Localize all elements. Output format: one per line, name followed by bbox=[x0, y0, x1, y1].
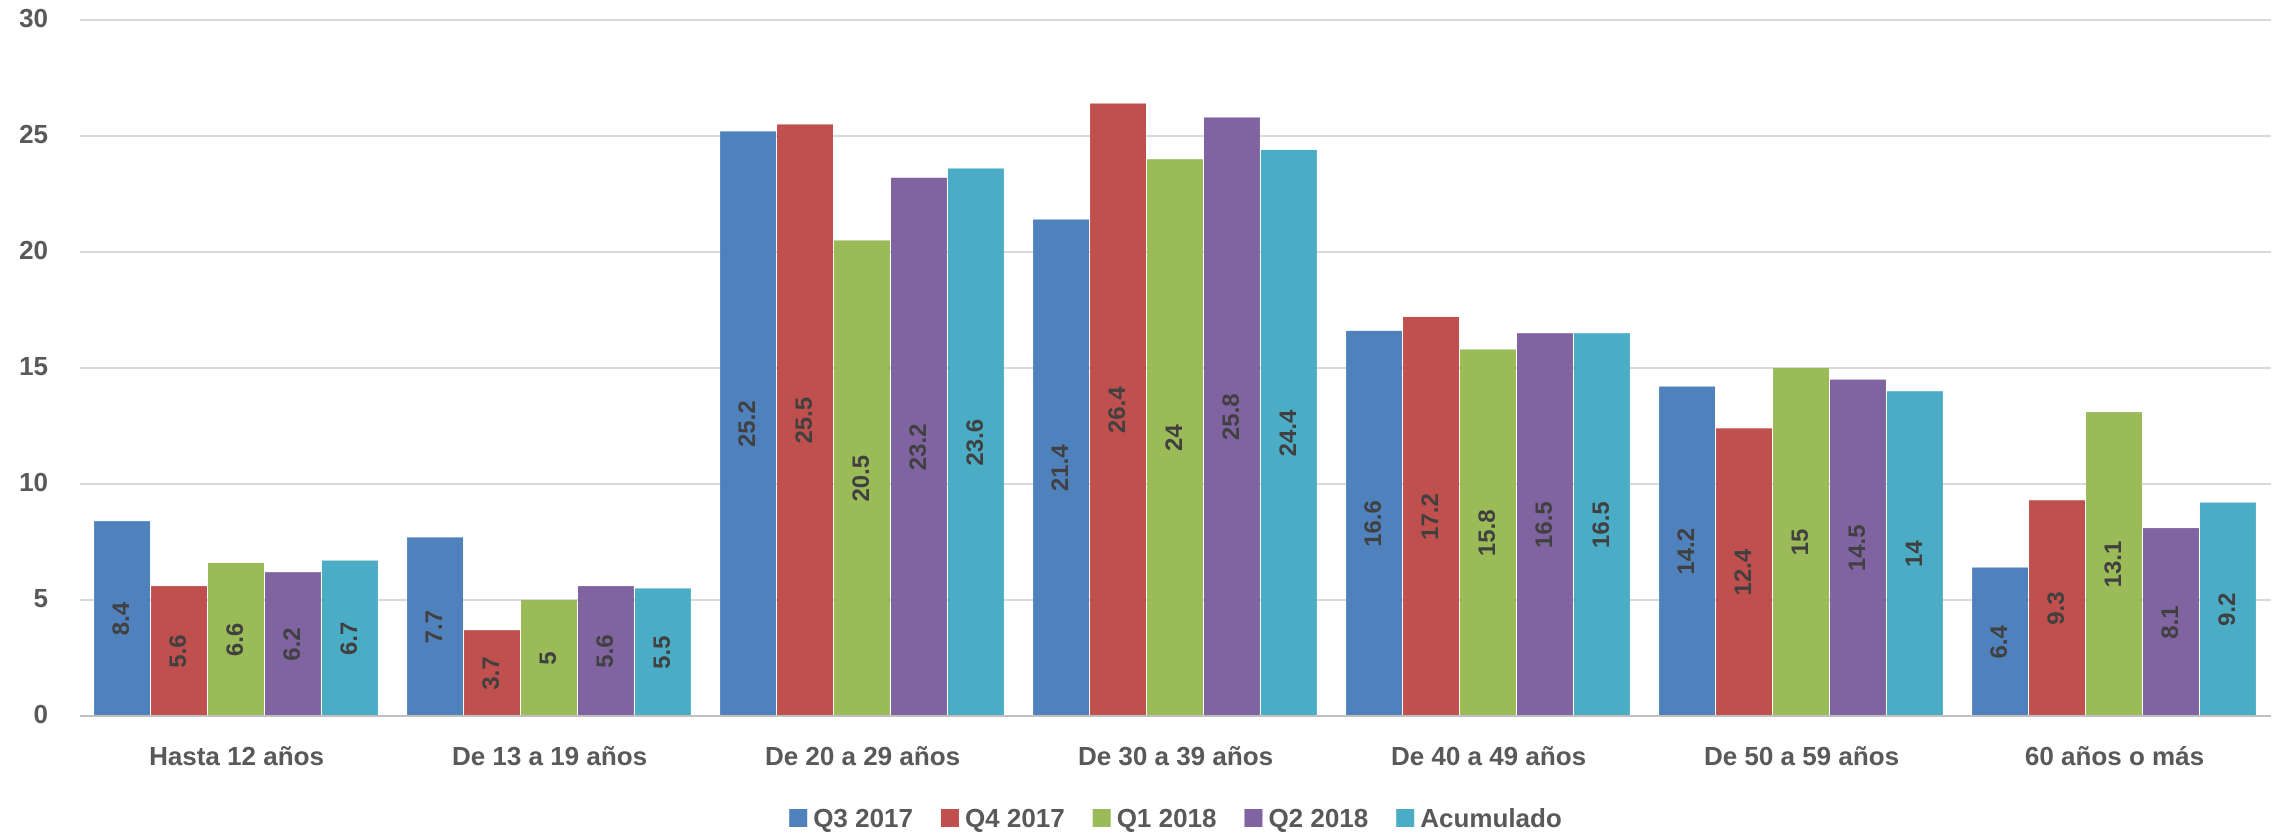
data-label: 5.6 bbox=[165, 634, 192, 667]
data-label: 20.5 bbox=[848, 455, 875, 502]
legend-swatch bbox=[1244, 809, 1263, 827]
bar bbox=[94, 521, 151, 716]
bar bbox=[1573, 333, 1630, 716]
data-label: 9.2 bbox=[2214, 593, 2241, 626]
data-label: 23.2 bbox=[905, 424, 932, 471]
bar bbox=[2086, 412, 2142, 716]
bar bbox=[208, 562, 264, 716]
data-label: 15 bbox=[1787, 529, 1814, 556]
bar bbox=[834, 240, 890, 716]
data-label: 5 bbox=[535, 651, 562, 664]
legend-swatch bbox=[940, 809, 959, 827]
y-tick-label: 30 bbox=[19, 3, 48, 33]
data-label: 25.8 bbox=[1218, 393, 1245, 440]
y-tick-label: 10 bbox=[19, 467, 48, 497]
bar bbox=[2142, 528, 2199, 716]
y-tick-label: 5 bbox=[34, 583, 48, 613]
y-tick-label: 25 bbox=[19, 119, 48, 149]
x-tick-label: De 13 a 19 años bbox=[452, 741, 647, 771]
data-label: 14 bbox=[1901, 540, 1928, 567]
data-label: 13.1 bbox=[2100, 541, 2127, 588]
bar bbox=[264, 572, 321, 716]
y-tick-label: 0 bbox=[34, 699, 48, 729]
x-tick-label: De 50 a 59 años bbox=[1704, 741, 1899, 771]
data-label: 6.4 bbox=[1986, 624, 2013, 658]
data-label: 6.2 bbox=[279, 627, 306, 660]
x-tick-label: Hasta 12 años bbox=[149, 741, 324, 771]
legend-label: Q3 2017 bbox=[813, 803, 913, 833]
bar bbox=[1090, 103, 1147, 716]
data-label: 3.7 bbox=[478, 656, 505, 689]
bar bbox=[1716, 428, 1773, 716]
bar bbox=[777, 124, 834, 716]
data-label: 9.3 bbox=[2043, 591, 2070, 624]
bar bbox=[1516, 333, 1573, 716]
data-label: 16.6 bbox=[1360, 500, 1387, 547]
data-label: 17.2 bbox=[1417, 493, 1444, 540]
legend-label: Q2 2018 bbox=[1268, 803, 1368, 833]
data-label: 5.5 bbox=[649, 636, 676, 669]
y-tick-label: 20 bbox=[19, 235, 48, 265]
bar bbox=[2199, 502, 2256, 716]
data-label: 26.4 bbox=[1104, 386, 1131, 433]
bar bbox=[1346, 330, 1403, 716]
x-tick-label: 60 años o más bbox=[2025, 741, 2204, 771]
y-tick-label: 15 bbox=[19, 351, 48, 381]
x-tick-label: De 20 a 29 años bbox=[765, 741, 960, 771]
bar bbox=[1260, 149, 1317, 717]
data-label: 8.1 bbox=[2157, 605, 2184, 638]
legend-label: Q4 2017 bbox=[965, 803, 1065, 833]
bar bbox=[1886, 391, 1943, 716]
bar bbox=[634, 588, 691, 716]
data-label: 16.5 bbox=[1588, 501, 1615, 548]
data-label: 6.7 bbox=[336, 622, 363, 655]
data-label: 24 bbox=[1161, 424, 1188, 451]
data-label: 21.4 bbox=[1047, 444, 1074, 491]
data-label: 5.6 bbox=[592, 634, 619, 667]
data-label: 25.5 bbox=[791, 397, 818, 444]
x-tick-label: De 40 a 49 años bbox=[1391, 741, 1586, 771]
bar bbox=[1033, 219, 1090, 716]
bar bbox=[521, 600, 577, 716]
data-label: 25.2 bbox=[734, 400, 761, 447]
bar bbox=[464, 630, 521, 716]
data-label: 6.6 bbox=[222, 623, 249, 656]
legend-label: Acumulado bbox=[1420, 803, 1562, 833]
data-label: 16.5 bbox=[1531, 501, 1558, 548]
data-label: 14.2 bbox=[1673, 528, 1700, 575]
bar bbox=[407, 537, 464, 716]
bar bbox=[1460, 349, 1516, 716]
bar bbox=[577, 586, 634, 716]
bar bbox=[890, 177, 947, 716]
bar bbox=[1972, 567, 2029, 716]
bar bbox=[321, 560, 378, 716]
data-label: 12.4 bbox=[1730, 548, 1757, 595]
legend-swatch bbox=[789, 809, 808, 827]
data-label: 15.8 bbox=[1474, 509, 1501, 556]
data-label: 8.4 bbox=[108, 601, 135, 635]
data-label: 24.4 bbox=[1275, 409, 1302, 456]
data-label: 23.6 bbox=[962, 419, 989, 466]
data-label: 14.5 bbox=[1844, 524, 1871, 571]
bar bbox=[1659, 386, 1716, 716]
bar bbox=[151, 586, 208, 716]
legend-swatch bbox=[1396, 809, 1415, 827]
legend-swatch bbox=[1092, 809, 1111, 827]
x-tick-label: De 30 a 39 años bbox=[1078, 741, 1273, 771]
bar bbox=[1829, 379, 1886, 716]
bar bbox=[720, 131, 777, 717]
bar bbox=[1203, 117, 1260, 716]
bar bbox=[947, 168, 1004, 717]
bar bbox=[1147, 159, 1203, 716]
legend-label: Q1 2018 bbox=[1117, 803, 1217, 833]
bar bbox=[1403, 316, 1460, 716]
data-label: 7.7 bbox=[421, 610, 448, 643]
bar bbox=[2029, 500, 2086, 716]
bar bbox=[1773, 368, 1829, 716]
